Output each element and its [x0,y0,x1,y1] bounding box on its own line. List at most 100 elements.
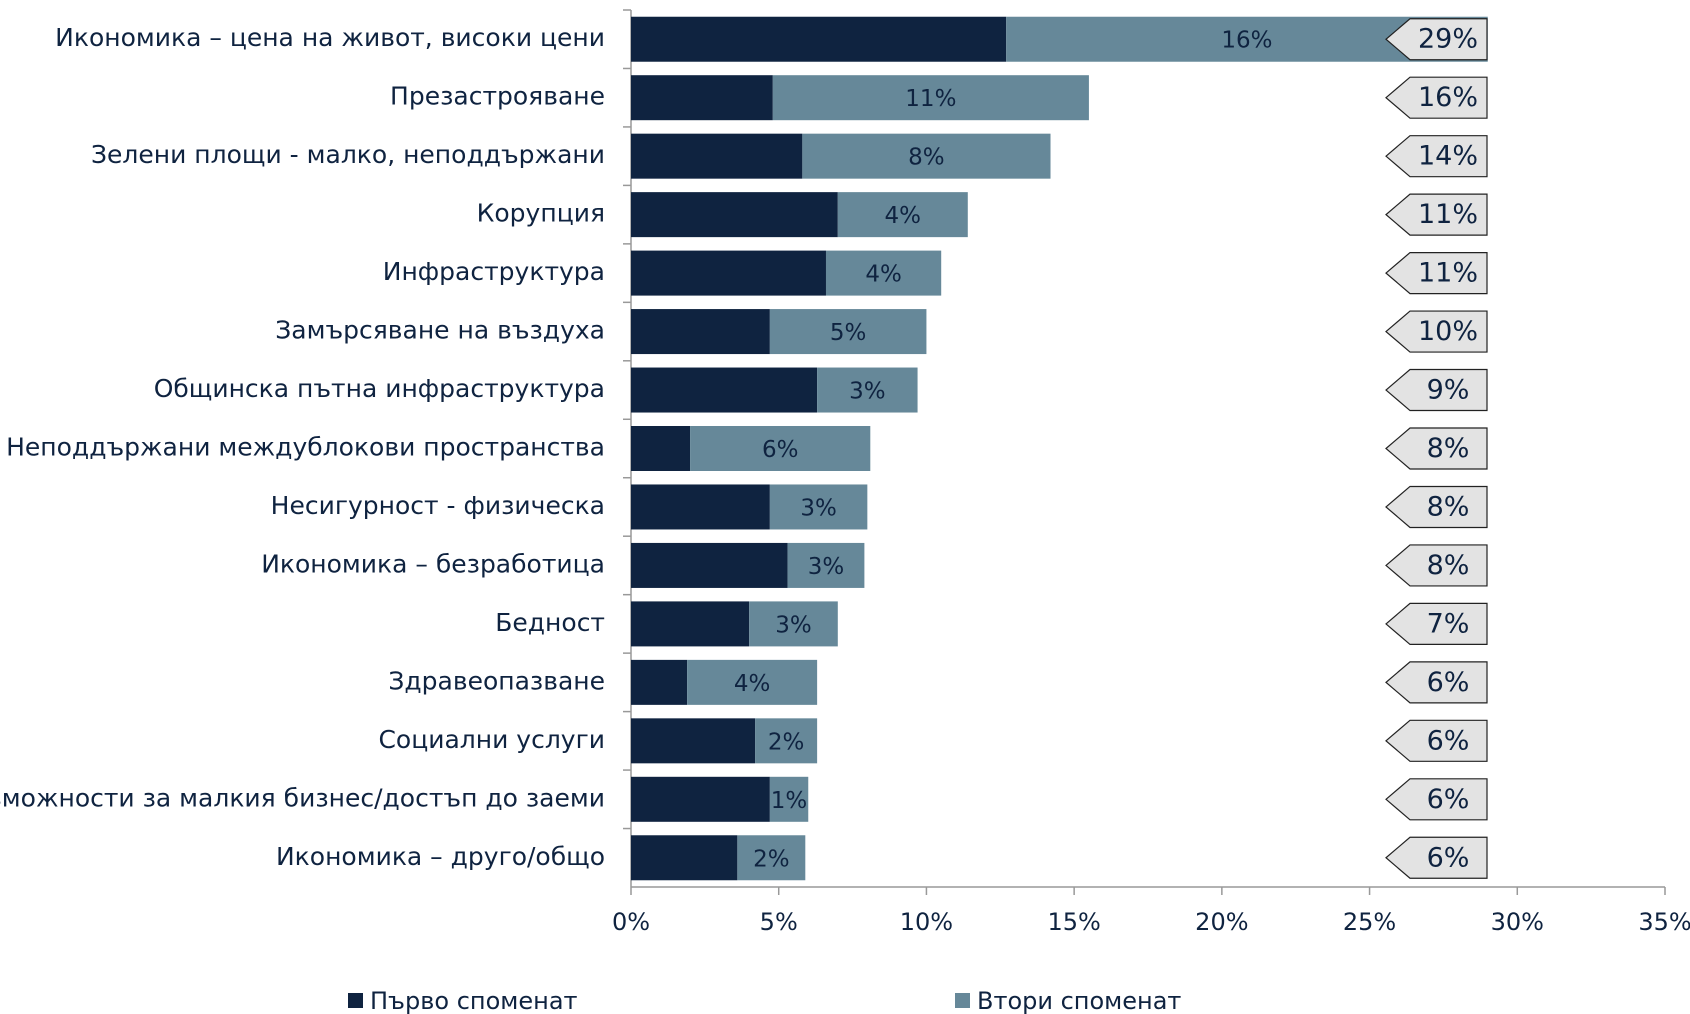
bar-segment [631,484,770,530]
total-label: 7% [1427,608,1470,639]
total-label: 6% [1427,725,1470,756]
segment-label: 4% [734,671,771,697]
bar-segment [749,601,838,647]
total-label: 11% [1418,258,1478,289]
category-label: Бедност [495,608,605,637]
bar-segment [737,835,806,881]
total-label: 10% [1418,316,1478,347]
total-callout [1385,836,1488,879]
total-callout [1385,544,1488,587]
segment-label: 3% [775,612,812,638]
x-tick-label: 0% [612,908,650,936]
legend-label: Първо споменат [370,987,578,1014]
bar-segment [772,75,1089,121]
legend-label: Втори споменат [977,987,1181,1014]
total-label: 16% [1418,82,1478,113]
bar-segment [631,367,818,413]
bar-segment [837,192,968,238]
total-label: 11% [1418,199,1478,230]
segment-label: 3% [849,379,886,405]
bar-segment [817,367,918,413]
bar-segment [631,776,770,822]
segment-label: 6% [762,437,799,463]
x-tick-label: 15% [1047,908,1100,936]
total-callout [1385,252,1488,295]
total-callout [1385,661,1488,704]
segment-label: 11% [905,86,956,112]
total-callout [1385,368,1488,412]
bar-segment [802,133,1051,179]
category-label: Инфраструктура [383,257,605,286]
bar-segment [631,75,773,121]
total-label: 8% [1427,550,1470,581]
bar-segment [787,542,865,588]
category-label: Икономика – безработица [261,549,605,578]
bar-segment [769,776,809,822]
bar-segment [825,250,942,296]
total-label: 6% [1427,784,1470,815]
x-tick-label: 25% [1343,908,1396,936]
legend-swatch [348,993,363,1008]
total-callout [1385,427,1488,470]
category-label: Здравеопазване [388,666,605,695]
total-callout [1385,719,1488,762]
total-label: 6% [1427,667,1470,698]
total-callout [1385,76,1488,119]
segment-label: 8% [908,145,945,171]
x-tick-label: 20% [1195,908,1248,936]
total-label: 14% [1418,141,1478,172]
category-label: Неподдържани междублокови пространства [6,433,605,462]
total-callout [1385,602,1488,645]
segment-label: 4% [885,203,922,229]
bar-segment [631,542,788,588]
total-callout [1385,193,1488,236]
total-label: 6% [1427,842,1470,873]
bar-segment [631,426,691,471]
bar-segment [631,601,750,647]
segment-label: 4% [865,262,902,288]
bar-segment [687,659,818,705]
bar-segment [769,484,868,530]
category-label: Общинска пътна инфраструктура [154,374,605,403]
bar-segment [631,192,838,238]
category-label: Зелени площи - малко, неподдържани [91,140,605,169]
x-tick-label: 10% [900,908,953,936]
segment-label: 5% [830,320,867,346]
bar-segment [690,426,871,471]
bar-segment [631,133,803,179]
segment-label: 2% [768,729,805,755]
category-label: Несигурност - физическа [271,491,605,520]
category-label: Икономика – друго/общо [276,842,605,871]
total-label: 9% [1427,375,1470,406]
segment-label: 3% [800,495,837,521]
category-label: Икономика – цена на живот, високи цени [55,23,605,52]
bar-segment [631,250,826,296]
total-callout [1385,778,1488,821]
bar-segment [631,309,770,355]
total-callout [1385,310,1488,353]
category-label: Социални услуги [378,725,605,754]
total-label: 29% [1418,24,1478,55]
category-label: Възможности за малкия бизнес/достъп до з… [0,783,605,812]
x-tick-label: 5% [760,908,798,936]
bar-segment [631,718,756,764]
segment-label: 1% [771,788,808,814]
bar-segment [631,835,738,881]
segment-label: 2% [753,846,790,872]
bar-segment [755,718,818,764]
x-tick-label: 35% [1638,908,1690,936]
category-label: Замърсяване на въздуха [275,316,605,345]
category-label: Корупция [477,199,605,228]
total-callout [1385,485,1488,529]
segment-label: 16% [1221,28,1272,54]
total-callout [1385,135,1488,178]
legend-swatch [955,993,970,1008]
total-label: 8% [1427,433,1470,464]
bar-segment [631,659,688,705]
bar-segment [769,309,927,355]
x-tick-label: 30% [1491,908,1544,936]
category-label: Презастрояване [390,82,605,111]
total-callout [1385,18,1488,61]
bar-segment [631,16,1007,62]
